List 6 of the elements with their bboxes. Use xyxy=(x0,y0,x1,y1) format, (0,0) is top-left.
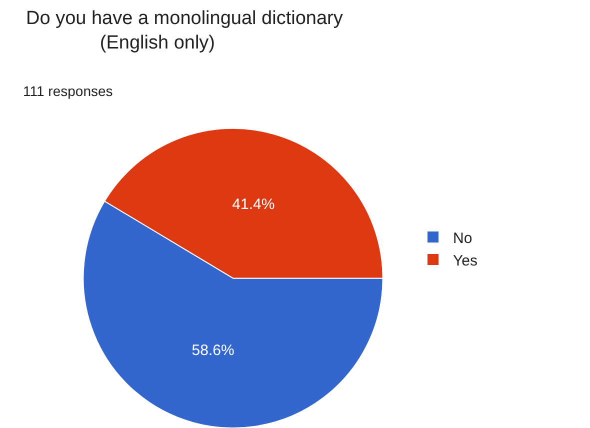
data-label: 58.6% xyxy=(192,342,234,359)
chart-subtitle: 111 responses xyxy=(23,83,113,99)
legend-label: No xyxy=(453,230,472,247)
data-label: 41.4% xyxy=(232,196,275,214)
legend-label: Yes xyxy=(453,252,478,270)
chart-title: Do you have a monolingual dictionary (English only) xyxy=(26,8,344,54)
